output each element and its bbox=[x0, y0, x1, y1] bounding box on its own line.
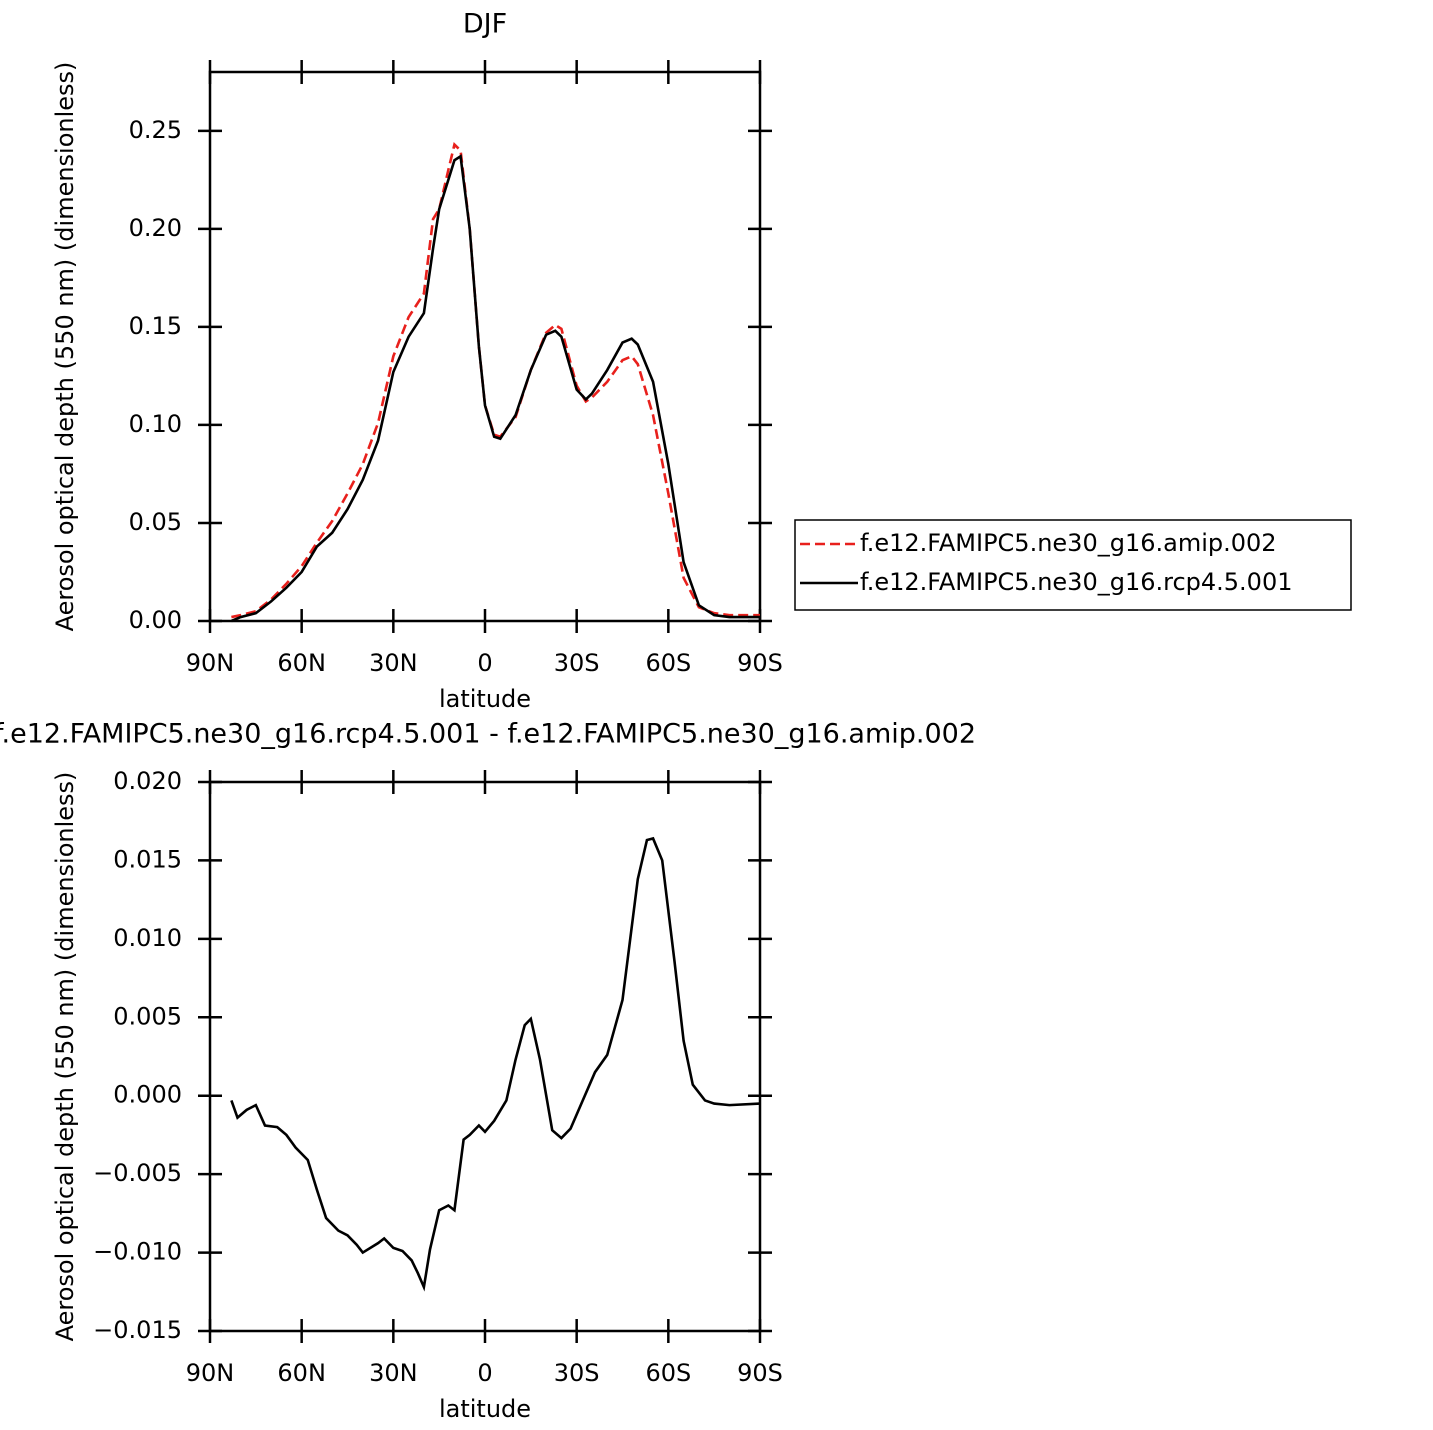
y-tick-label: 0.000 bbox=[113, 1081, 182, 1109]
y-tick-label: 0.10 bbox=[129, 410, 182, 438]
y-tick-label: 0.005 bbox=[113, 1002, 182, 1030]
x-tick-label: 60N bbox=[277, 649, 326, 677]
y-tick-label: 0.015 bbox=[113, 845, 182, 873]
x-tick-label: 0 bbox=[477, 1359, 492, 1387]
legend-box bbox=[794, 519, 1352, 611]
legend-label: f.e12.FAMIPC5.ne30_g16.amip.002 bbox=[860, 529, 1277, 557]
x-tick-label: 0 bbox=[477, 649, 492, 677]
x-tick-label: 90N bbox=[186, 649, 235, 677]
x-axis-label: latitude bbox=[439, 1395, 531, 1423]
plot-frame bbox=[208, 70, 762, 623]
x-tick-label: 90N bbox=[186, 1359, 235, 1387]
x-axis-label: latitude bbox=[439, 685, 531, 713]
x-tick-label: 60S bbox=[645, 1359, 691, 1387]
y-tick-label: 0.05 bbox=[129, 508, 182, 536]
x-tick-label: 90S bbox=[737, 1359, 783, 1387]
y-axis-label: Aerosol optical depth (550 nm) (dimensio… bbox=[51, 62, 79, 632]
chart-title: DJF bbox=[463, 9, 507, 40]
legend-label: f.e12.FAMIPC5.ne30_g16.rcp4.5.001 bbox=[860, 568, 1293, 596]
x-tick-label: 30N bbox=[369, 1359, 418, 1387]
x-tick-label: 60S bbox=[645, 649, 691, 677]
chart-title: f.e12.FAMIPC5.ne30_g16.rcp4.5.001 - f.e1… bbox=[0, 719, 976, 750]
x-tick-label: 90S bbox=[737, 649, 783, 677]
x-tick-label: 30S bbox=[554, 649, 600, 677]
y-axis-label: Aerosol optical depth (550 nm) (dimensio… bbox=[51, 772, 79, 1342]
series-line bbox=[230, 836, 761, 1292]
x-tick-label: 30N bbox=[369, 649, 418, 677]
y-tick-label: 0.010 bbox=[113, 924, 182, 952]
x-tick-label: 30S bbox=[554, 1359, 600, 1387]
y-tick-label: 0.00 bbox=[129, 606, 182, 634]
series-line bbox=[230, 154, 760, 623]
y-tick-label: 0.020 bbox=[113, 767, 182, 795]
y-tick-label: 0.15 bbox=[129, 312, 182, 340]
y-tick-label: 0.20 bbox=[129, 214, 182, 242]
plot-frame bbox=[208, 780, 762, 1333]
series-line bbox=[231, 142, 760, 619]
x-tick-label: 60N bbox=[277, 1359, 326, 1387]
y-tick-label: −0.010 bbox=[93, 1238, 182, 1266]
y-tick-label: −0.015 bbox=[93, 1316, 182, 1344]
y-tick-label: −0.005 bbox=[93, 1159, 182, 1187]
y-tick-label: 0.25 bbox=[129, 116, 182, 144]
